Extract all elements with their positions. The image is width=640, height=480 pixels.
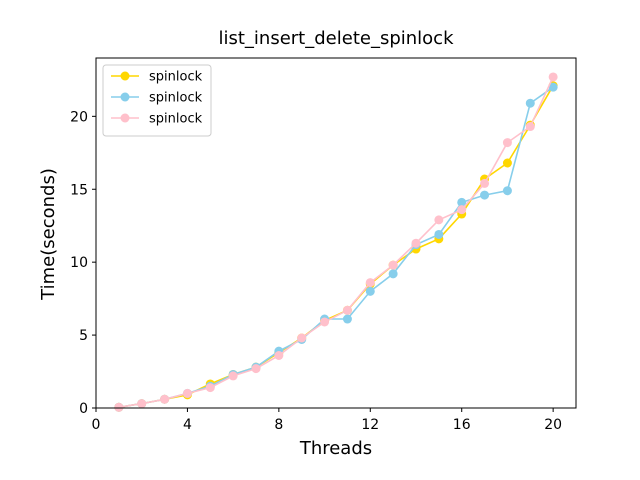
legend-marker-2 [120,92,130,102]
data-point-s3-4 [182,388,192,398]
data-point-s2-12 [365,286,375,296]
x-tick-label-12: 12 [361,417,379,433]
data-point-s2-13 [388,269,398,279]
y-tick-label-20: 20 [70,109,88,125]
x-axis-label: Threads [299,438,372,459]
legend-label-2: spinlock [149,91,203,106]
data-point-s2-17 [480,190,490,200]
y-axis-label: Time(seconds) [38,168,59,301]
data-point-s3-7 [251,364,261,374]
y-tick-label-0: 0 [79,401,88,417]
data-point-s3-17 [480,178,490,188]
data-point-s3-18 [502,138,512,148]
data-point-s3-8 [274,351,284,360]
data-point-s3-5 [205,383,215,393]
data-point-s2-18 [502,186,512,196]
plot-frame [95,57,577,409]
y-tick-label-5: 5 [79,328,88,344]
data-point-s3-16 [457,205,467,215]
data-point-s3-13 [388,260,398,270]
legend-label-1: spinlock [149,70,203,85]
data-point-s3-15 [434,215,444,225]
data-point-s3-10 [320,317,330,327]
data-point-s3-2 [137,399,147,409]
chart-title: list_insert_delete_spinlock [218,28,454,49]
x-tick-label-20: 20 [544,417,562,433]
legend-label-3: spinlock [149,112,203,127]
data-point-s1-18 [502,158,512,168]
y-tick-label-15: 15 [70,182,88,198]
x-tick-label-8: 8 [274,417,283,433]
legend-marker-1 [120,71,130,81]
legend-marker-3 [120,113,130,123]
x-tick-label-0: 0 [92,417,101,433]
data-point-s3-12 [365,278,375,288]
data-point-s3-6 [228,371,238,381]
data-point-s2-11 [342,314,352,324]
data-point-s3-1 [114,402,124,412]
data-point-s3-14 [411,238,421,248]
data-point-s2-16 [457,197,467,207]
data-point-s3-11 [342,305,352,315]
data-point-s3-9 [297,333,307,343]
x-tick-label-16: 16 [453,417,471,433]
data-point-s2-20 [548,82,558,92]
data-point-s3-19 [525,122,535,132]
y-tick-label-10: 10 [70,255,88,271]
x-tick-label-4: 4 [183,417,192,433]
data-point-s3-3 [160,394,170,404]
data-point-s3-20 [548,72,558,82]
data-point-s2-19 [525,98,535,108]
data-point-s2-15 [434,229,444,239]
